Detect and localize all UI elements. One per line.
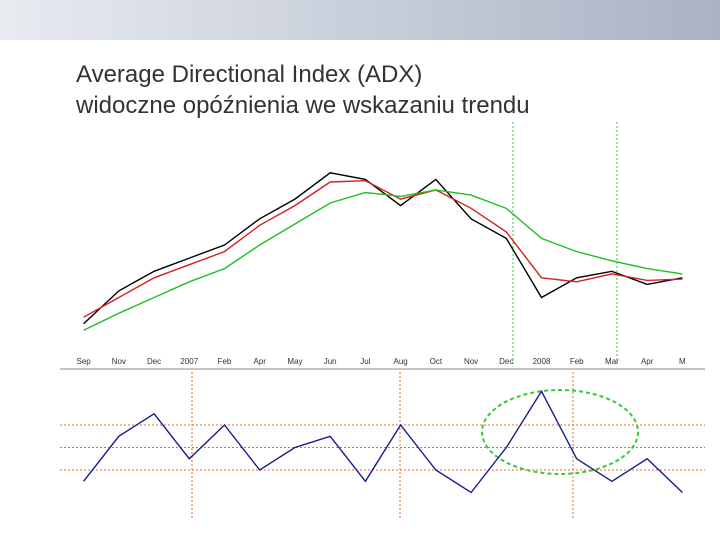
x-tick-label: Feb	[570, 357, 584, 366]
series-line	[83, 389, 683, 494]
highlight-ellipse	[481, 389, 639, 475]
x-tick-label: Dec	[147, 357, 161, 366]
slide-subtitle: widoczne opóźnienia we wskazaniu trendu	[75, 92, 530, 119]
series-line	[83, 189, 683, 331]
x-tick-label: Jul	[360, 357, 370, 366]
x-tick-label: Apr	[641, 357, 654, 366]
header-band	[0, 0, 720, 40]
x-tick-label: Mar	[605, 357, 619, 366]
x-tick-label: May	[287, 357, 302, 366]
x-tick-label: Nov	[464, 357, 478, 366]
x-tick-label: 2007	[180, 357, 198, 366]
x-tick-label: Sep	[76, 357, 91, 366]
x-tick-label: Jun	[324, 357, 337, 366]
chart-panel	[60, 119, 705, 521]
series-line	[83, 172, 683, 325]
slide-title: Average Directional Index (ADX)	[76, 61, 422, 88]
x-tick-label: 2008	[533, 357, 551, 366]
x-tick-label: Apr	[253, 357, 266, 366]
x-tick-label: Feb	[218, 357, 232, 366]
x-tick-label: Aug	[393, 357, 407, 366]
x-tick-label: Nov	[112, 357, 126, 366]
x-tick-label: M	[679, 357, 686, 366]
x-tick-label: Dec	[499, 357, 513, 366]
series-line	[83, 179, 683, 318]
x-tick-label: Oct	[430, 357, 443, 366]
